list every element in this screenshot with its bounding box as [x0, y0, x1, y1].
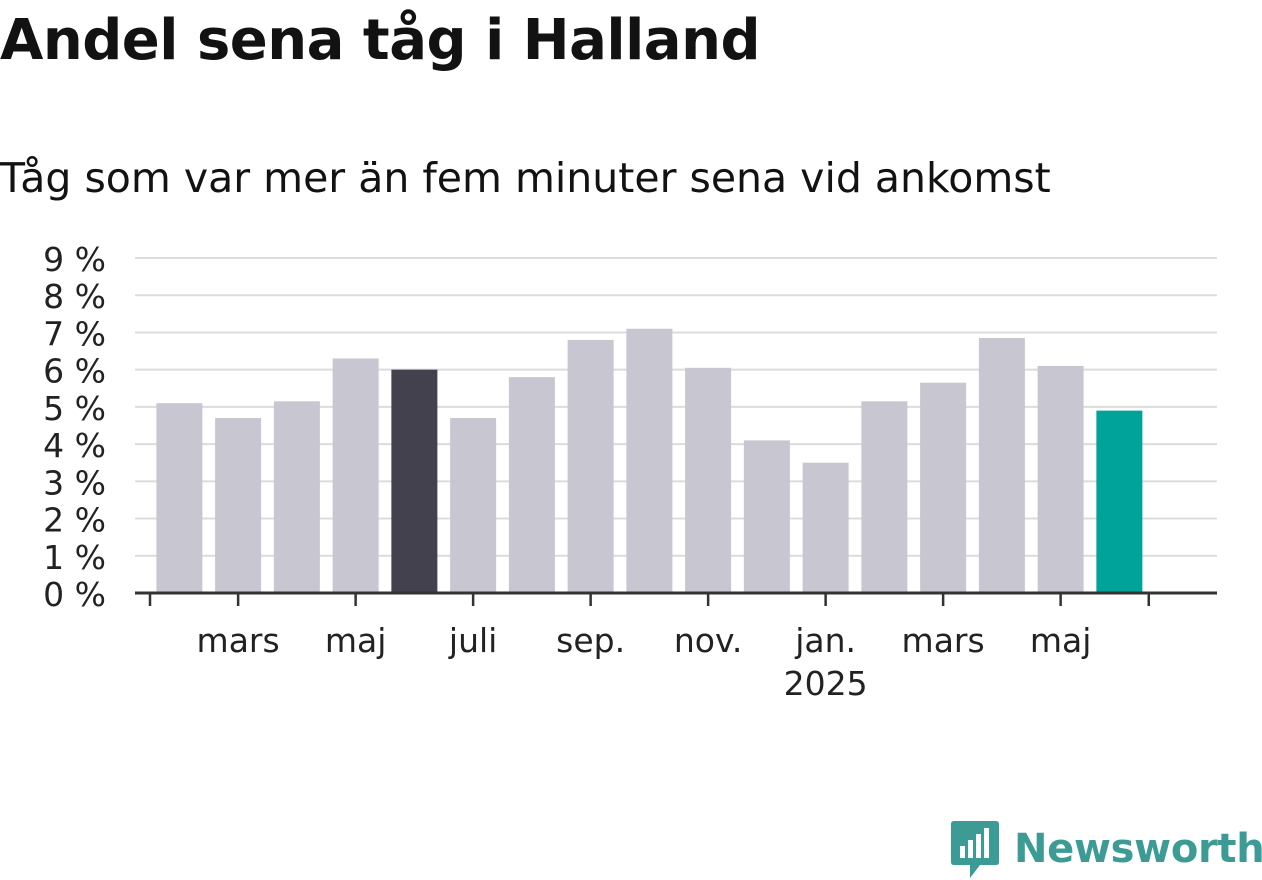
- bar: [920, 382, 967, 593]
- bar: [743, 440, 790, 593]
- x-tick-sublabel: 2025: [784, 664, 868, 703]
- y-tick-label: 1 %: [43, 538, 106, 577]
- x-tick-label: sep.: [556, 621, 625, 660]
- bar: [215, 418, 262, 593]
- brand-name: Newsworthy: [1014, 826, 1262, 872]
- y-tick-label: 2 %: [43, 501, 106, 540]
- bar: [861, 401, 908, 593]
- bar: [626, 328, 673, 593]
- y-tick-label: 3 %: [43, 463, 106, 502]
- chart-subtitle: Tåg som var mer än fem minuter sena vid …: [0, 154, 1051, 202]
- x-tick-label: mars: [197, 621, 280, 660]
- x-tick-label: nov.: [674, 621, 743, 660]
- newsworthy-logo-icon: [951, 821, 999, 878]
- y-tick-label: 0 %: [43, 575, 106, 614]
- bar: [1037, 365, 1084, 593]
- bar: [685, 367, 732, 593]
- y-tick-label: 8 %: [43, 277, 106, 316]
- x-tick-label: juli: [448, 621, 497, 660]
- brand-logo: Newsworthy: [950, 818, 1262, 880]
- y-tick-label: 7 %: [43, 314, 106, 353]
- bar: [391, 369, 438, 593]
- chart-title: Andel sena tåg i Halland: [0, 8, 761, 73]
- x-tick-label: jan.: [794, 621, 856, 660]
- bar: [273, 401, 320, 593]
- y-tick-label: 4 %: [43, 426, 106, 465]
- bar: [508, 377, 555, 593]
- y-tick-label: 6 %: [43, 352, 106, 391]
- bar: [156, 403, 203, 593]
- bar: [450, 418, 497, 593]
- bar: [567, 339, 614, 593]
- bar: [332, 358, 379, 593]
- y-tick-label: 9 %: [43, 240, 106, 279]
- y-tick-label: 5 %: [43, 389, 106, 428]
- bar: [1096, 410, 1143, 593]
- bar: [802, 462, 849, 593]
- x-tick-label: maj: [325, 621, 387, 660]
- x-tick-label: mars: [902, 621, 985, 660]
- x-tick-label: maj: [1030, 621, 1092, 660]
- bar: [978, 338, 1025, 593]
